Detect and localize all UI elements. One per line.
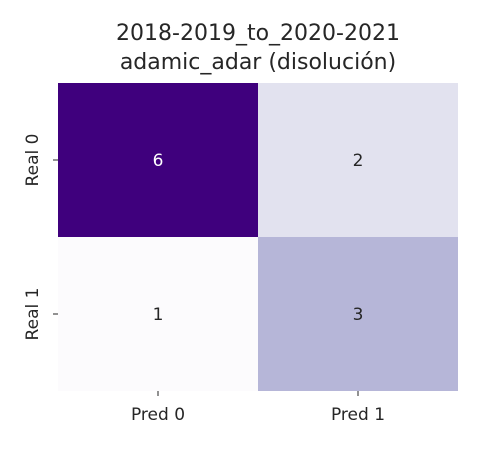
heatmap-cell-r0-c1 [258,83,458,237]
heatmap-cells: 6 2 1 3 [58,83,458,391]
heatmap-value-r0-c0: 6 [153,151,164,171]
y-tick-label-0: Real 0 [23,134,43,187]
heatmap-value-r1-c1: 3 [353,305,364,325]
heatmap-cell-r1-c0 [58,237,258,391]
x-tick-label-0: Pred 0 [131,405,185,425]
chart-title-line-1: 2018-2019_to_2020-2021 [116,21,400,46]
heatmap-cell-r1-c1 [258,237,458,391]
axis-ticks: Pred 0 Pred 1 Real 0 Real 1 [23,134,385,425]
heatmap-value-r1-c0: 1 [153,305,164,325]
x-tick-label-1: Pred 1 [331,405,385,425]
heatmap-value-r0-c1: 2 [353,151,364,171]
y-tick-label-1: Real 1 [23,288,43,341]
heatmap-cell-r0-c0 [58,83,258,237]
chart-title-line-2: adamic_adar (disolución) [120,50,396,75]
